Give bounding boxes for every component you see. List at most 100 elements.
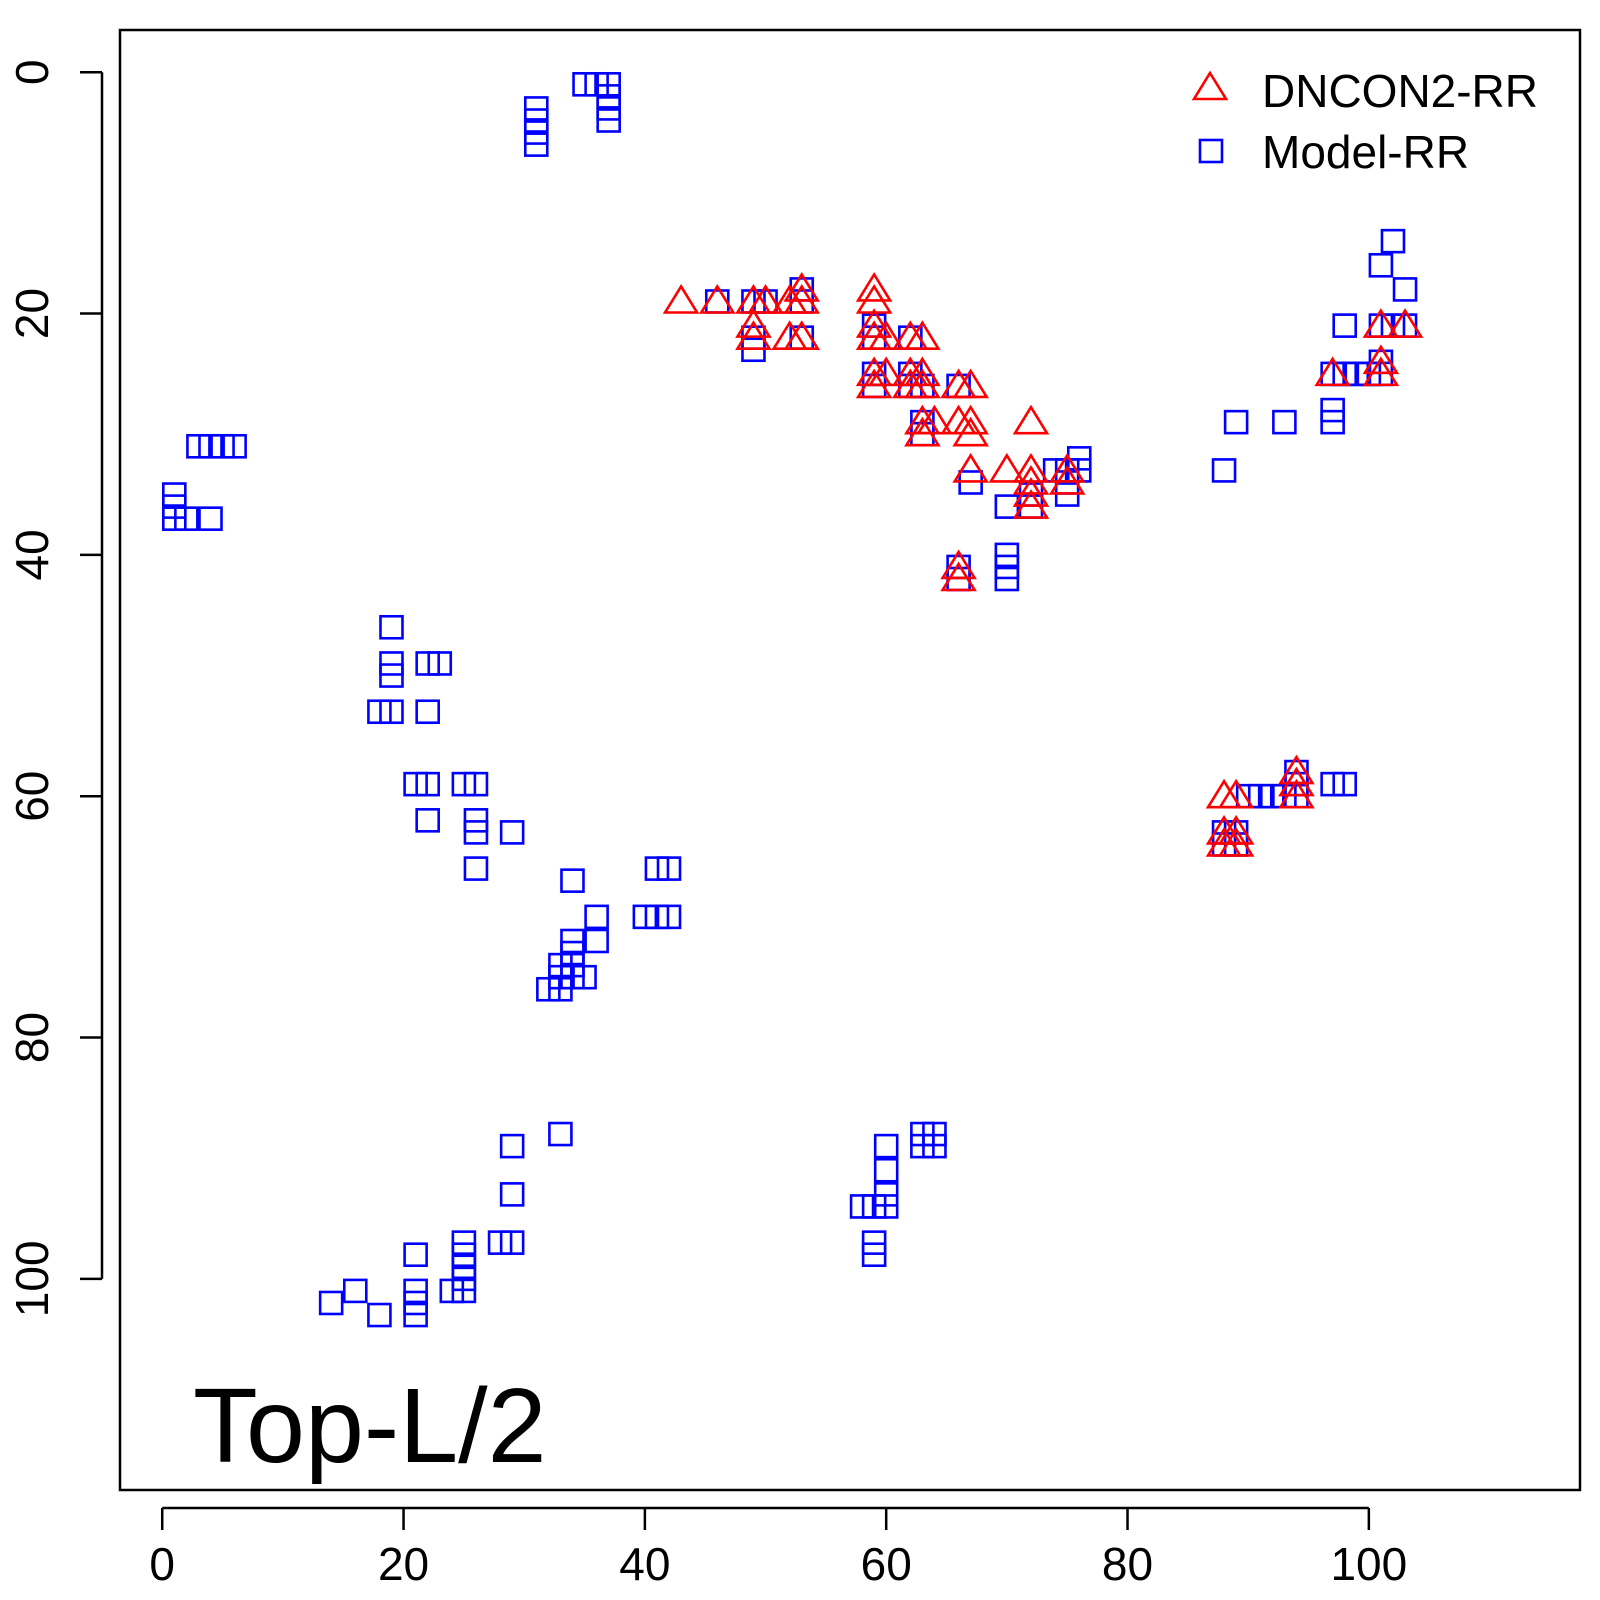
dncon2-rr-point bbox=[1048, 452, 1086, 483]
dncon2-rr-point bbox=[1217, 778, 1255, 809]
y-tick-label: 60 bbox=[6, 771, 58, 822]
dncon2-rr-point bbox=[783, 284, 821, 314]
model-rr-point bbox=[584, 928, 609, 954]
model-rr-point bbox=[499, 1182, 525, 1207]
dncon2-rr-point bbox=[1012, 404, 1050, 435]
model-rr-point bbox=[427, 651, 453, 676]
dncon2-rr-point bbox=[940, 549, 977, 580]
model-rr-point bbox=[1272, 409, 1297, 435]
model-rr-point bbox=[499, 1133, 525, 1159]
dncon2-rr-point bbox=[1048, 464, 1086, 495]
model-rr-point bbox=[451, 1278, 477, 1304]
dncon2-rr-point bbox=[783, 320, 821, 350]
dncon2-rr-point bbox=[1362, 344, 1400, 375]
annotation-label: Top-L/2 bbox=[193, 1367, 547, 1485]
model-rr-point bbox=[403, 1242, 428, 1268]
x-tick-label: 0 bbox=[149, 1538, 175, 1590]
dncon2-rr-point bbox=[1362, 308, 1400, 338]
legend-label-dncon2-rr: DNCON2-RR bbox=[1262, 65, 1538, 117]
dncon2-rr-point bbox=[904, 416, 941, 447]
model-rr-point bbox=[318, 1290, 344, 1316]
dncon2-rr-point bbox=[855, 308, 893, 338]
model-rr-point bbox=[415, 699, 440, 725]
model-rr-point bbox=[873, 1182, 899, 1207]
x-tick-label: 20 bbox=[378, 1538, 429, 1590]
dncon2-rr-point bbox=[1278, 778, 1315, 809]
x-tick-label: 100 bbox=[1330, 1538, 1407, 1590]
model-rr-point bbox=[415, 771, 440, 797]
model-rr-point bbox=[415, 808, 440, 833]
model-rr-point bbox=[463, 820, 489, 845]
dncon2-rr-point bbox=[867, 356, 905, 387]
model-rr-point bbox=[922, 1133, 947, 1159]
model-rr-point bbox=[704, 289, 730, 314]
model-rr-point bbox=[222, 433, 247, 459]
model-rr-point bbox=[596, 108, 621, 133]
dncon2-rr-point bbox=[1012, 477, 1050, 507]
series-dncon2-rr bbox=[662, 271, 1424, 857]
dncon2-rr-point bbox=[1217, 814, 1255, 845]
y-tick-label: 20 bbox=[6, 288, 58, 339]
legend-square-marker bbox=[1198, 138, 1224, 164]
dncon2-rr-point bbox=[783, 271, 821, 302]
dncon2-rr-point bbox=[952, 404, 989, 435]
model-rr-point bbox=[548, 1121, 573, 1147]
plot-frame bbox=[118, 28, 1582, 1492]
model-rr-point bbox=[367, 1302, 392, 1328]
dncon2-rr-point bbox=[952, 416, 989, 447]
model-rr-point bbox=[379, 663, 404, 688]
x-axis: 0 20 40 60 80 100 bbox=[149, 1506, 1407, 1590]
x-tick-label: 60 bbox=[861, 1538, 912, 1590]
dncon2-rr-point bbox=[1314, 356, 1351, 387]
model-rr-point bbox=[463, 771, 489, 797]
dncon2-rr-point bbox=[698, 284, 736, 314]
model-rr-point bbox=[499, 820, 525, 845]
model-rr-point bbox=[174, 506, 199, 531]
y-tick-label: 40 bbox=[6, 529, 58, 580]
dncon2-rr-point bbox=[1362, 356, 1400, 387]
dncon2-rr-point bbox=[855, 271, 893, 302]
dncon2-rr-point bbox=[940, 561, 977, 592]
model-rr-point bbox=[1332, 313, 1358, 338]
series-layer bbox=[161, 71, 1424, 1328]
legend-triangle-marker bbox=[1191, 70, 1229, 101]
model-rr-point bbox=[499, 1230, 525, 1255]
model-rr-point bbox=[198, 506, 223, 531]
dncon2-rr-point bbox=[1205, 778, 1243, 809]
model-rr-point bbox=[1320, 409, 1345, 435]
model-rr-point bbox=[1368, 252, 1394, 278]
dncon2-rr-point bbox=[988, 452, 1026, 483]
y-tick-label: 80 bbox=[6, 1012, 58, 1063]
model-rr-point bbox=[523, 132, 549, 157]
dncon2-rr-point bbox=[662, 284, 700, 314]
model-rr-point bbox=[379, 614, 404, 640]
dncon2-rr-point bbox=[735, 320, 772, 350]
model-rr-point bbox=[873, 1157, 899, 1183]
model-rr-point bbox=[861, 1242, 887, 1268]
legend-label-model-rr: Model-RR bbox=[1262, 126, 1469, 178]
dncon2-rr-point bbox=[952, 368, 989, 399]
model-rr-point bbox=[1332, 771, 1358, 797]
dncon2-rr-point bbox=[747, 284, 784, 314]
dncon2-rr-point bbox=[904, 368, 941, 399]
model-rr-point bbox=[1380, 228, 1406, 254]
dncon2-rr-point bbox=[1217, 826, 1255, 857]
dncon2-rr-point bbox=[1278, 766, 1315, 797]
dncon2-rr-point bbox=[904, 356, 941, 387]
model-rr-point bbox=[873, 1133, 899, 1159]
y-tick-label: 0 bbox=[6, 59, 58, 85]
y-tick-label: 100 bbox=[6, 1240, 58, 1317]
model-rr-point bbox=[560, 868, 585, 893]
model-rr-point bbox=[656, 904, 682, 930]
model-rr-point bbox=[379, 699, 404, 725]
dncon2-rr-point bbox=[867, 320, 905, 350]
dncon2-rr-point bbox=[952, 452, 989, 483]
model-rr-point bbox=[463, 856, 489, 881]
series-model-rr bbox=[161, 71, 1418, 1328]
dncon2-rr-point bbox=[904, 320, 941, 350]
dncon2-rr-point bbox=[1386, 308, 1424, 338]
legend: DNCON2-RR Model-RR bbox=[1191, 65, 1538, 178]
model-rr-point bbox=[572, 964, 597, 990]
x-tick-label: 40 bbox=[619, 1538, 670, 1590]
